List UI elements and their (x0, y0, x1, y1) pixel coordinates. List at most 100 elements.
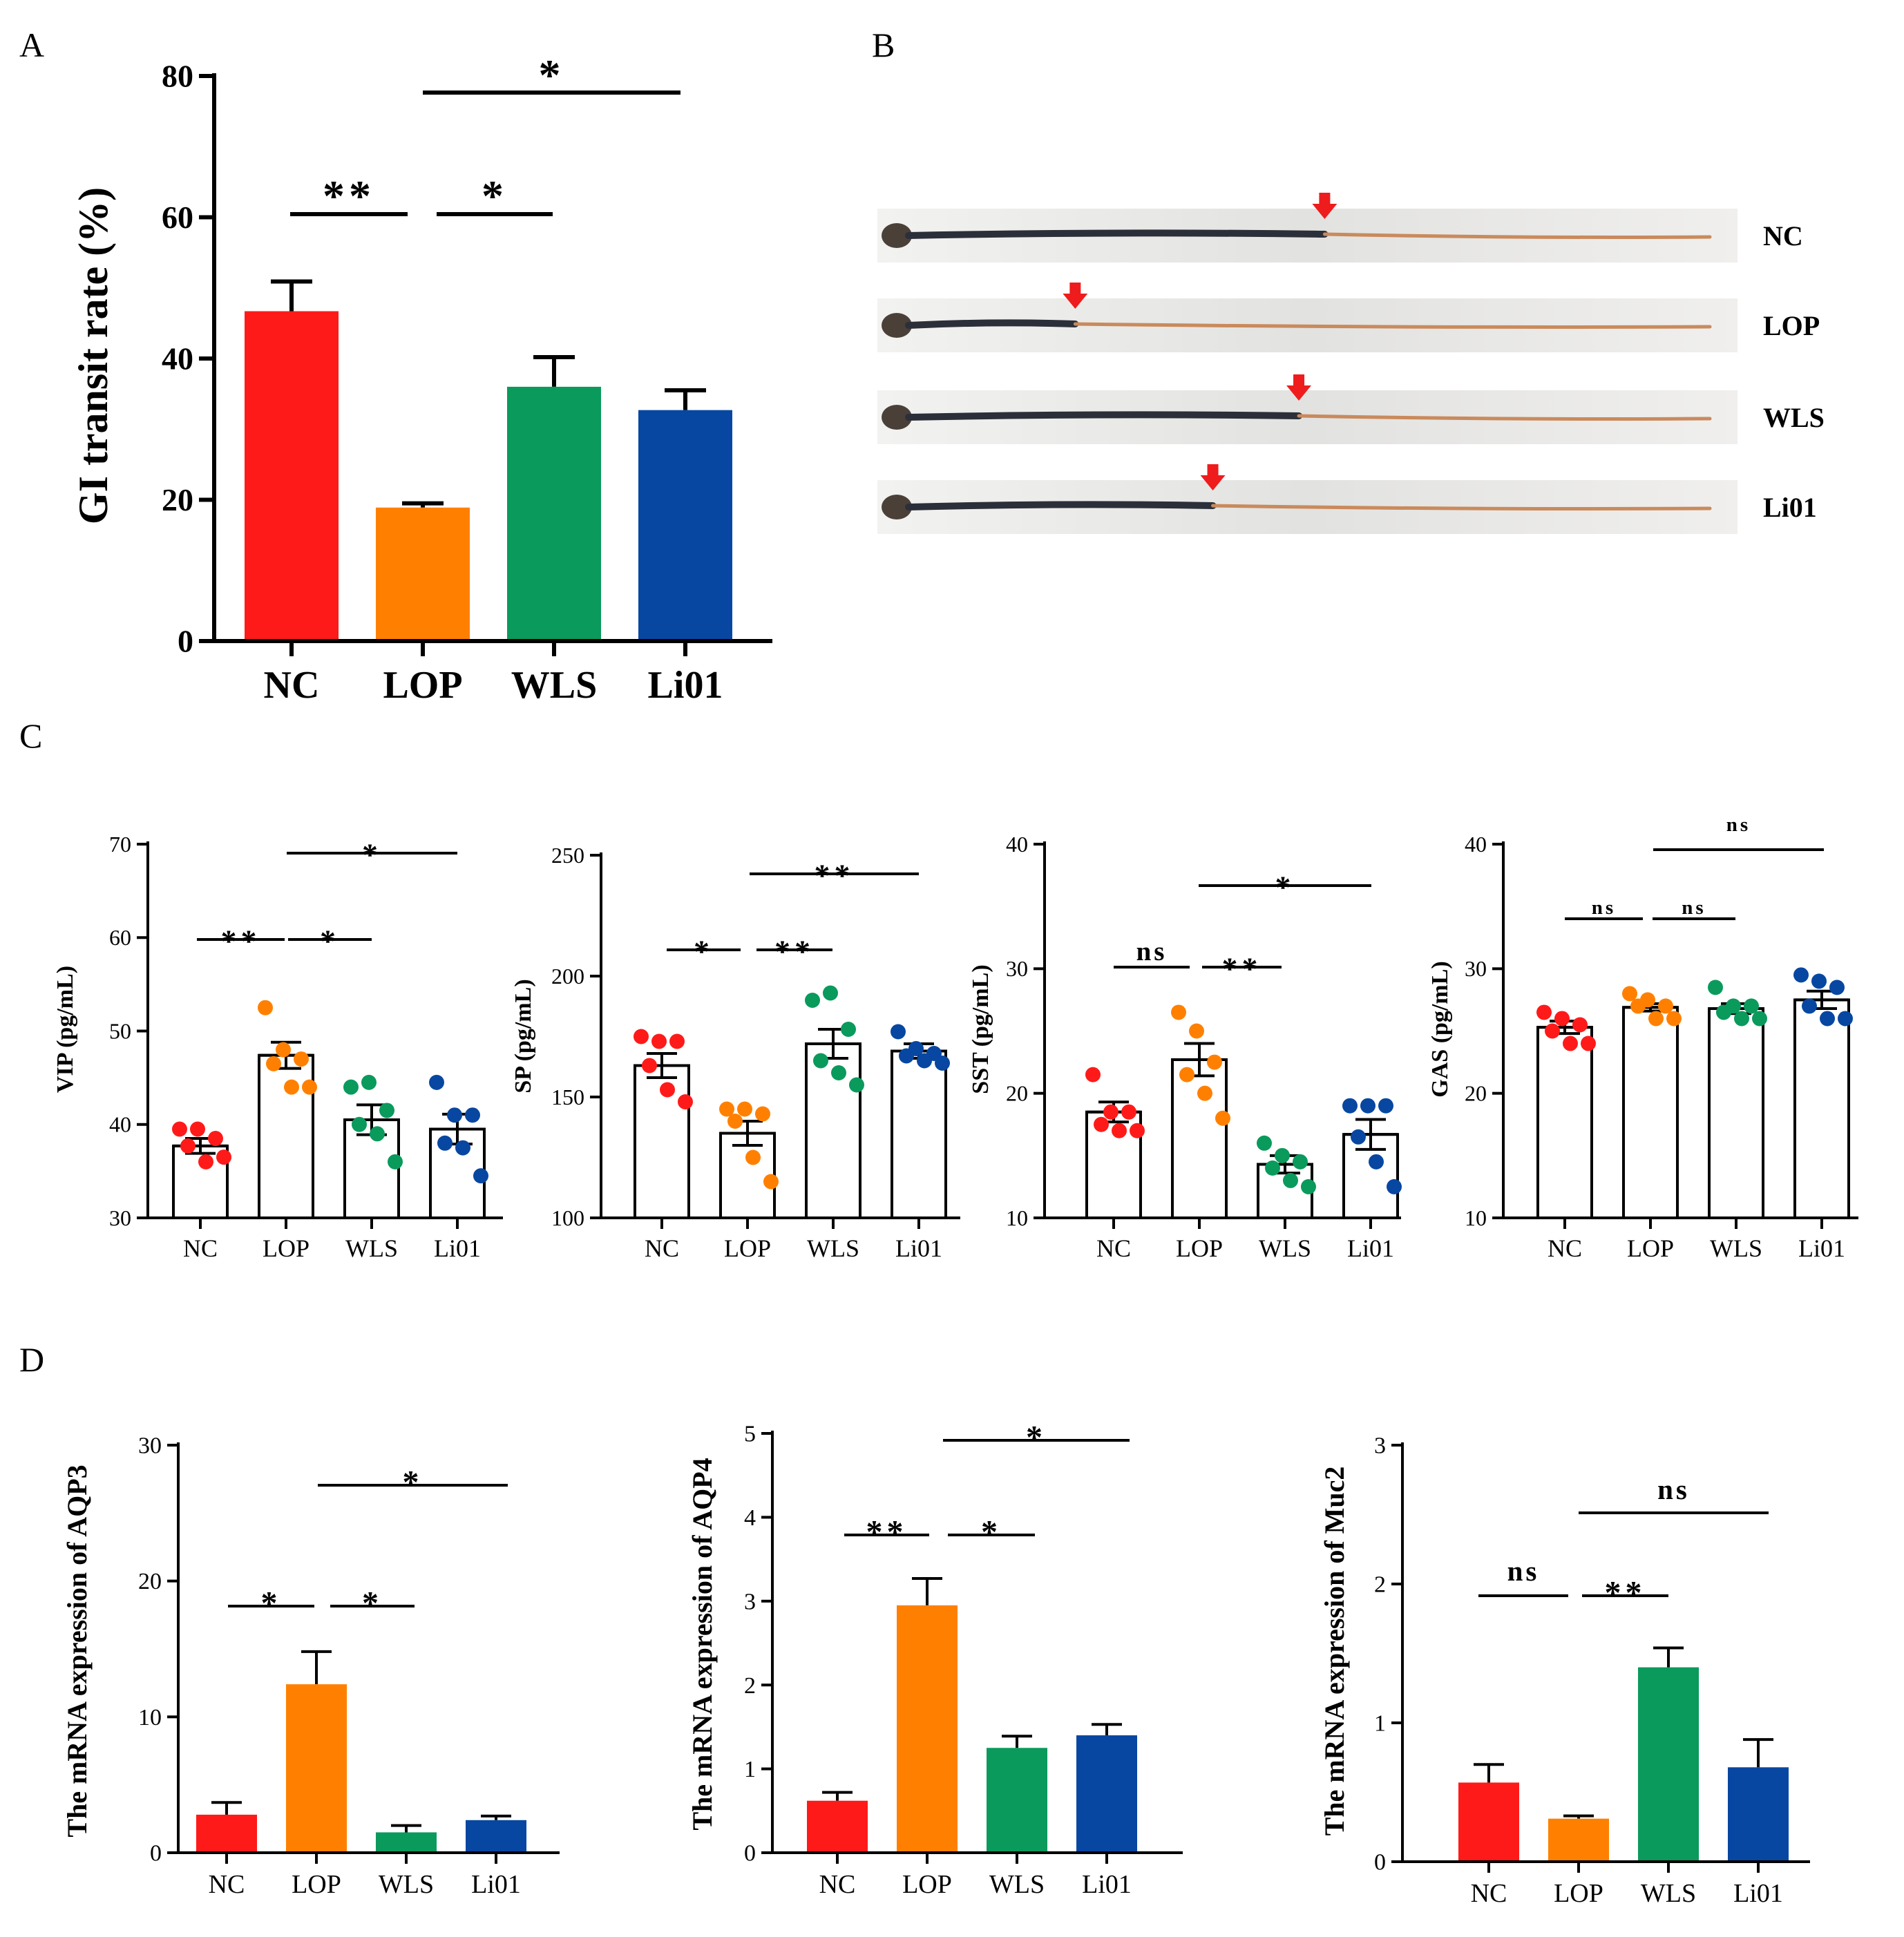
data-point-nc (1572, 1017, 1588, 1033)
data-point-li01 (1802, 998, 1817, 1014)
significance-label: ** (221, 923, 261, 958)
y-tick-label: 200 (551, 964, 584, 989)
data-point-li01 (891, 1024, 906, 1040)
gut-stained-segment (905, 319, 1079, 329)
data-point-wls (813, 1053, 828, 1069)
data-point-nc (651, 1033, 667, 1049)
data-point-li01 (1811, 973, 1827, 989)
data-point-wls (1734, 1011, 1749, 1027)
y-tick-label: 2 (1374, 1572, 1386, 1598)
y-tick-label: 100 (551, 1205, 584, 1230)
bar-lop (1171, 1058, 1228, 1220)
data-point-li01 (1378, 1098, 1393, 1114)
y-tick-label: 150 (551, 1085, 584, 1109)
x-tick-label-li01: Li01 (434, 1234, 481, 1262)
y-axis-label: The mRNA expression of AQP4 (687, 1458, 718, 1830)
y-tick-label: 10 (138, 1705, 162, 1730)
x-tick-label-wls: WLS (807, 1234, 859, 1262)
data-point-nc (1554, 1011, 1570, 1027)
bar-lop (286, 1684, 347, 1851)
chart-d2: 0 1 2 3 4 5 The mRNA expression of AQP4 NC LOP WL… (687, 1419, 1183, 1899)
data-point-li01 (1360, 1098, 1375, 1114)
y-axis-label: GI transit rate (%) (70, 187, 116, 524)
x-tick-label-nc: NC (645, 1234, 679, 1262)
y-tick-label: 40 (1006, 832, 1028, 857)
y-tick-label: 20 (1006, 1081, 1028, 1106)
data-point-nc (198, 1154, 213, 1170)
data-point-wls (1752, 1011, 1767, 1027)
y-tick-label: 30 (138, 1433, 162, 1459)
data-point-nc (669, 1033, 685, 1049)
y-tick-label: 4 (744, 1505, 756, 1531)
y-tick-label: 0 (178, 624, 193, 659)
x-tick-label-nc: NC (183, 1234, 218, 1262)
data-point-li01 (473, 1168, 488, 1184)
data-point-li01 (447, 1107, 462, 1123)
x-tick-label-nc: NC (209, 1870, 245, 1899)
x-tick-label-lop: LOP (263, 1234, 310, 1262)
significance-label: * (539, 50, 565, 99)
significance-label: * (981, 1514, 1002, 1550)
panel-letter-b: B (872, 26, 895, 64)
data-point-lop (745, 1149, 761, 1165)
data-point-li01 (935, 1056, 950, 1071)
y-axis-label: VIP (pg/mL) (53, 966, 78, 1093)
significance-label: * (362, 1585, 383, 1621)
chart-d1: 0 10 20 30 The mRNA expression of AQP3 NC LOP W… (61, 1433, 560, 1899)
significance-label: * (362, 837, 382, 872)
significance-label: ** (1222, 951, 1262, 986)
x-tick-label-li01: Li01 (648, 664, 723, 707)
data-point-nc (1121, 1104, 1136, 1120)
chart-d3: 0 1 2 3 The mRNA expression of Muc2 NC LOP WLS L… (1319, 1433, 1810, 1908)
y-tick-label: 20 (138, 1569, 162, 1594)
data-point-li01 (1342, 1098, 1358, 1114)
gut-stomach (882, 223, 912, 248)
x-tick-label-wls: WLS (1641, 1879, 1696, 1908)
significance-label: ** (1605, 1574, 1646, 1611)
x-tick-label-lop: LOP (1176, 1234, 1223, 1262)
transit-front-arrow (1286, 374, 1312, 401)
x-tick-label-li01: Li01 (1347, 1234, 1394, 1262)
data-point-lop (276, 1042, 291, 1058)
data-point-lop (1630, 998, 1646, 1014)
data-point-lop (1189, 1023, 1204, 1039)
x-tick-label-nc: NC (1471, 1879, 1507, 1908)
significance-label: ns (1507, 1555, 1540, 1587)
bar-nc (807, 1800, 868, 1851)
significance-label: * (482, 171, 508, 220)
x-tick-label-nc: NC (264, 664, 320, 707)
data-point-wls (1301, 1179, 1316, 1194)
bar-wls (507, 386, 601, 639)
y-tick-label: 20 (1465, 1081, 1487, 1106)
data-point-nc (1130, 1123, 1145, 1138)
bar-li01 (1728, 1767, 1789, 1860)
bar-nc (1458, 1782, 1519, 1860)
transit-front-arrow (1200, 464, 1226, 490)
data-point-wls (388, 1154, 403, 1170)
x-tick-label-wls: WLS (1710, 1234, 1762, 1262)
y-tick-label: 60 (162, 200, 193, 235)
panel-b-gut-images: NC LOP WLS Li01 (877, 193, 1825, 534)
significance-label: * (320, 923, 340, 958)
significance-label: ns (1136, 937, 1168, 966)
y-tick-label: 80 (162, 59, 193, 94)
data-point-lop (294, 1051, 309, 1067)
x-tick-label-wls: WLS (511, 664, 598, 707)
bar-li01 (1793, 998, 1850, 1219)
data-point-lop (1648, 1011, 1664, 1027)
significance-label: ns (1657, 1473, 1690, 1505)
y-tick-label: 1 (744, 1757, 756, 1782)
data-point-li01 (1829, 980, 1845, 995)
x-tick-label-nc: NC (1548, 1234, 1582, 1262)
data-point-nc (1112, 1123, 1127, 1138)
data-point-nc (1563, 1036, 1578, 1051)
data-point-nc (1581, 1036, 1596, 1051)
data-point-nc (1094, 1116, 1109, 1132)
data-point-wls (805, 993, 820, 1008)
y-tick-label: 40 (1465, 832, 1487, 857)
x-tick-label-li01: Li01 (895, 1234, 942, 1262)
data-point-li01 (899, 1048, 914, 1064)
